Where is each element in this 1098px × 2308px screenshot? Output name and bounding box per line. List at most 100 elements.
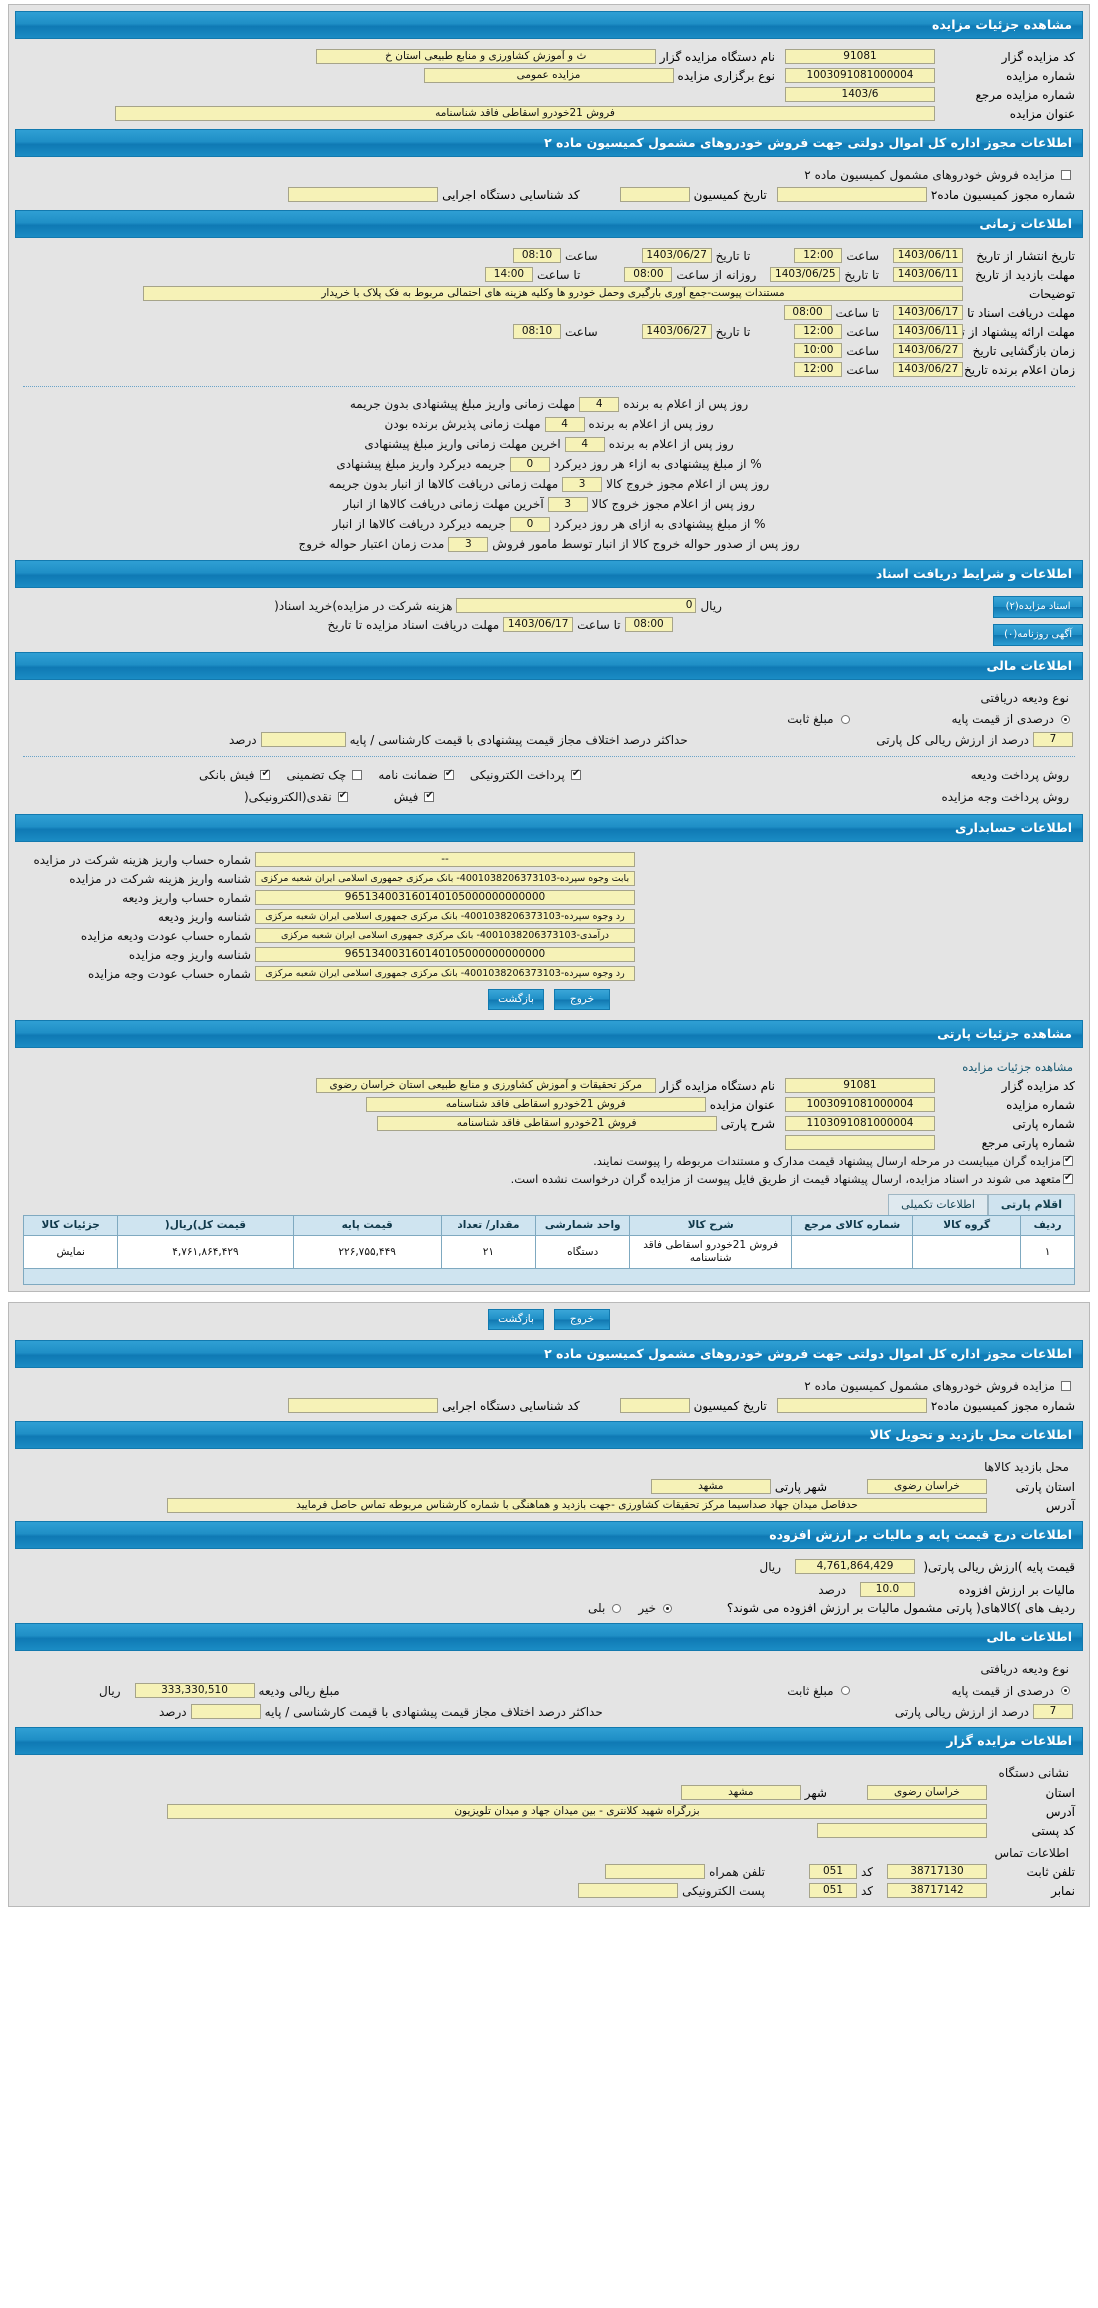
field-fax-code[interactable]: 051	[808, 1883, 857, 1898]
newspaper-ad-button[interactable]: آگهی روزنامه(۰)	[993, 624, 1083, 646]
field-visit-hour-from[interactable]: 08:00	[624, 267, 673, 282]
field-visit-date-to[interactable]: 1403/06/25	[770, 267, 841, 282]
field-account-1[interactable]: بابت وجوه سپرده-4001038206373103- بانک م…	[255, 871, 635, 886]
radio-fixed-amount2[interactable]	[840, 1686, 850, 1695]
field-constraint-7[interactable]: 3	[448, 536, 489, 552]
field-doc-deadline-date[interactable]: 1403/06/17	[893, 305, 963, 320]
back-button-bottom[interactable]: بازگشت	[488, 1309, 544, 1330]
field-commission-date[interactable]	[619, 187, 690, 202]
radio-vat-yes[interactable]	[612, 1603, 622, 1613]
field-constraint-1[interactable]: 4	[544, 416, 585, 432]
radio-percent-of-base[interactable]	[1061, 714, 1070, 724]
field-max-diff2[interactable]	[190, 1704, 261, 1719]
exit-button-top[interactable]: خروج	[554, 989, 610, 1010]
field-auction-code[interactable]: 91081	[785, 49, 935, 64]
field-participation-fee[interactable]: 0	[456, 598, 697, 613]
radio-percent-of-base2[interactable]	[1061, 1686, 1070, 1695]
field-account-5[interactable]: 965134003160140105000000000000	[255, 947, 635, 962]
field-account-4[interactable]: درآمدی-4001038206373103- بانک مرکزی جمهو…	[255, 928, 635, 943]
field-publish-hour-to[interactable]: 08:10	[513, 248, 561, 263]
field-constraint-2[interactable]: 4	[564, 436, 605, 452]
field-account-3[interactable]: رد وجوه سپرده-4001038206373103- بانک مرک…	[255, 909, 635, 924]
field-opening-date[interactable]: 1403/06/27	[893, 343, 963, 358]
permit2-checkbox[interactable]	[1061, 1381, 1071, 1391]
back-button-top[interactable]: بازگشت	[488, 989, 544, 1010]
field-account-2[interactable]: 965134003160140105000000000000	[255, 890, 635, 905]
field-visit-hour-to-value[interactable]: 14:00	[484, 267, 533, 282]
field-permit-number[interactable]	[776, 187, 927, 202]
field-phone[interactable]: 38717130	[887, 1864, 987, 1879]
field-deposit-percent[interactable]: 7	[1033, 732, 1073, 747]
field-auction-type[interactable]: مزایده عمومی	[423, 68, 674, 83]
field-party-auction-number[interactable]: 1003091081000004	[785, 1097, 935, 1112]
checkbox-bank-receipt[interactable]	[260, 768, 271, 780]
auction-documents-button[interactable]: اسناد مزایده(۲)	[993, 596, 1083, 618]
field-phone-code[interactable]: 051	[808, 1864, 857, 1879]
radio-vat-no[interactable]	[663, 1603, 672, 1613]
field-offer-hour-to[interactable]: 08:10	[513, 324, 561, 339]
field-visit-city[interactable]: مشهد	[650, 1479, 771, 1494]
field-constraint-6[interactable]: 0	[509, 516, 550, 532]
field-notes[interactable]: مستندات پیوست-جمع آوری بارگیری وحمل خودر…	[143, 286, 963, 301]
field-offer-date-to[interactable]: 1403/06/27	[641, 324, 712, 339]
field-offer-hour-from[interactable]: 12:00	[794, 324, 843, 339]
field-opening-hour[interactable]: 10:00	[794, 343, 843, 358]
party-note-1-checkbox[interactable]	[1063, 1172, 1073, 1184]
field-party-number[interactable]: 1103091081000004	[785, 1116, 935, 1131]
field-base-price[interactable]: 4,761,864,429	[795, 1559, 915, 1574]
field-reference-number[interactable]: 1403/6	[785, 87, 935, 102]
field-party-ref[interactable]	[785, 1135, 935, 1150]
field-org-postal[interactable]	[817, 1823, 987, 1838]
field-vat[interactable]: 10.0	[860, 1582, 915, 1597]
field-winner-date[interactable]: 1403/06/27	[893, 362, 963, 377]
permit-checkbox[interactable]	[1061, 170, 1071, 180]
field-constraint-3[interactable]: 0	[509, 456, 550, 472]
checkbox-cash-electronic[interactable]	[337, 790, 348, 802]
field-constraint-5[interactable]: 3	[547, 496, 588, 512]
field-permit2-executive-id[interactable]	[288, 1398, 439, 1413]
field-party-auction-title[interactable]: فروش 21خودرو اسقاطی فاقد شناسنامه	[365, 1097, 706, 1112]
field-publish-date-to[interactable]: 1403/06/27	[641, 248, 712, 263]
field-email[interactable]	[578, 1883, 679, 1898]
field-doc-deadline-hour[interactable]: 08:00	[783, 305, 832, 320]
field-constraint-4[interactable]: 3	[562, 476, 603, 492]
td-details-link[interactable]: نمایش	[22, 1235, 119, 1269]
checkbox-guaranteed-cheque[interactable]	[352, 770, 363, 780]
field-org-province[interactable]: خراسان رضوی	[867, 1785, 987, 1800]
field-docs-deadline-date[interactable]: 1403/06/17	[503, 617, 574, 632]
field-org-city[interactable]: مشهد	[680, 1785, 801, 1800]
exit-button-bottom[interactable]: خروج	[554, 1309, 610, 1330]
field-party-organizer[interactable]: مرکز تحقیقات و آموزش کشاورزی و منابع طبی…	[315, 1078, 656, 1093]
field-deposit-percent2[interactable]: 7	[1033, 1704, 1073, 1719]
field-org-address[interactable]: بزرگراه شهید کلانتری - بین میدان جهاد و …	[167, 1804, 987, 1819]
field-visit-date-from[interactable]: 1403/06/11	[893, 267, 963, 282]
field-party-desc[interactable]: فروش 21خودرو اسقاطی فاقد شناسنامه	[376, 1116, 717, 1131]
field-account-6[interactable]: رد وجوه سپرده-4001038206373103- بانک مرک…	[255, 966, 635, 981]
field-executive-id[interactable]	[288, 187, 439, 202]
party-note-0-checkbox[interactable]	[1063, 1154, 1073, 1166]
field-permit2-number[interactable]	[776, 1398, 927, 1413]
field-docs-deadline-hour[interactable]: 08:00	[624, 617, 673, 632]
field-party-auction-code[interactable]: 91081	[785, 1078, 935, 1093]
radio-fixed-amount[interactable]	[840, 714, 850, 724]
field-fax[interactable]: 38717142	[887, 1883, 987, 1898]
checkbox-electronic-payment[interactable]	[570, 768, 581, 780]
field-mobile[interactable]	[605, 1864, 706, 1879]
field-permit2-commission-date[interactable]	[619, 1398, 690, 1413]
field-organizer[interactable]: ث و آموزش کشاورزی و منابع طبیعی استان خ	[315, 49, 656, 64]
field-publish-date-from[interactable]: 1403/06/11	[893, 248, 963, 263]
tab-party-items[interactable]: اقلام پارتی	[987, 1194, 1075, 1215]
checkbox-guarantee-letter[interactable]	[443, 768, 454, 780]
field-account-0[interactable]: --	[255, 852, 635, 867]
tab-supplementary-info[interactable]: اطلاعات تکمیلی	[888, 1194, 988, 1215]
field-deposit-amount[interactable]: 333,330,510	[134, 1683, 255, 1698]
field-publish-hour-from[interactable]: 12:00	[794, 248, 843, 263]
field-max-diff[interactable]	[260, 732, 346, 747]
field-visit-province[interactable]: خراسان رضوی	[867, 1479, 987, 1494]
field-offer-date-from[interactable]: 1403/06/11	[893, 324, 963, 339]
field-auction-number[interactable]: 1003091081000004	[785, 68, 935, 83]
field-auction-title[interactable]: فروش 21خودرو اسقاطی فاقد شناسنامه	[115, 106, 935, 121]
field-visit-address[interactable]: حدفاصل میدان جهاد صداسیما مرکز تحقیقات ک…	[167, 1498, 987, 1513]
field-constraint-0[interactable]: 4	[579, 396, 620, 412]
field-winner-hour[interactable]: 12:00	[794, 362, 843, 377]
